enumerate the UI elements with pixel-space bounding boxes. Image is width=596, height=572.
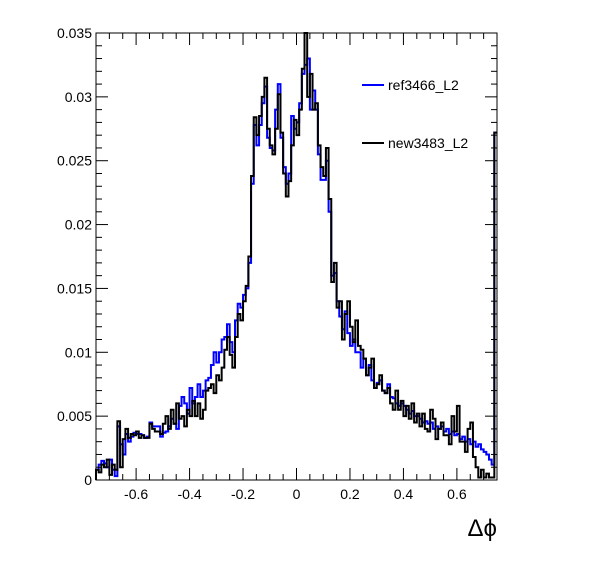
y-tick-label: 0.02 [65, 217, 92, 233]
series-layer [95, 32, 497, 480]
legend-label-new3483_L2: new3483_L2 [388, 135, 468, 151]
y-tick-label: 0.01 [65, 344, 92, 360]
axis-ticks: -0.6 -0.4 -0.2 0 0.2 0.4 0.6 0 0.005 0.01 0.015 0.0… [57, 25, 498, 502]
x-tick-label: 0 [293, 486, 301, 502]
series-line-new3483_L2 [95, 32, 497, 480]
y-tick-label: 0 [84, 472, 92, 488]
y-tick-label: 0.015 [57, 280, 92, 296]
y-tick-label: 0.005 [57, 408, 92, 424]
y-tick-label: 0.03 [65, 89, 92, 105]
x-tick-label: 0.2 [340, 486, 360, 502]
x-tick-label: -0.4 [178, 486, 202, 502]
legend-label-ref3466_L2: ref3466_L2 [388, 77, 459, 93]
x-axis-label: Δϕ [468, 515, 497, 542]
legend: ref3466_L2 new3483_L2 [362, 77, 468, 151]
y-tick-label: 0.035 [57, 25, 92, 41]
x-tick-label: 0.6 [447, 486, 467, 502]
y-tick-label: 0.025 [57, 153, 92, 169]
x-tick-label: -0.2 [231, 486, 255, 502]
x-tick-label: -0.6 [124, 486, 148, 502]
x-tick-label: 0.4 [394, 486, 414, 502]
